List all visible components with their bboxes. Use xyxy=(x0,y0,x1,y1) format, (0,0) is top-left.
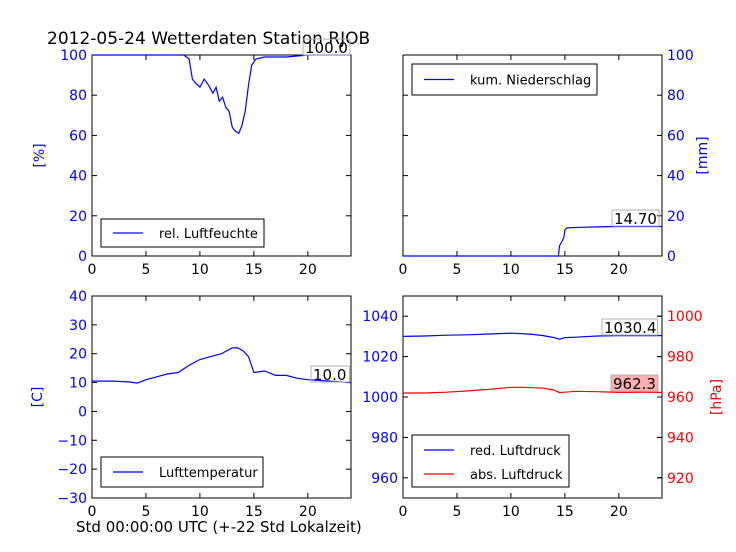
annotation-label: 10.0 xyxy=(313,366,346,384)
y-tick-label: −20 xyxy=(57,462,87,478)
y-tick-label: 30 xyxy=(69,318,87,334)
panel-top-left: 0 5 10 15 20 0 20 40 60 80 100 [%] 100.0 rel. Luftfeu… xyxy=(32,38,352,278)
y-tick-label: 100 xyxy=(60,48,87,64)
annotation-label: 962.3 xyxy=(613,375,656,393)
panel-bottom-left: 0 5 10 15 20 −30 −20 −10 0 10 20 30 40 [C] 10.0 Lufttem… xyxy=(30,289,352,520)
axes-frame xyxy=(91,54,352,257)
y-tick-label: 1020 xyxy=(362,350,398,366)
y-tick-label: −30 xyxy=(57,491,87,507)
figure-xlabel: Std 00:00:00 UTC (+-22 Std Lokalzeit) xyxy=(76,518,362,536)
y-tick-label: −10 xyxy=(57,433,87,449)
x-tick-label: 15 xyxy=(245,504,263,520)
legend-label: abs. Luftdruck xyxy=(470,468,563,483)
y-tick-label: 100 xyxy=(667,48,694,64)
x-tick-label: 20 xyxy=(299,262,317,278)
x-tick-label: 0 xyxy=(88,262,97,278)
legend-label: red. Luftdruck xyxy=(470,444,561,459)
legend-label: kum. Niederschlag xyxy=(470,74,591,89)
annotation-label: 100.0 xyxy=(305,39,348,57)
legend-label: rel. Luftfeuchte xyxy=(159,227,258,242)
y-tick-label: 1000 xyxy=(362,390,398,406)
series-line-0 xyxy=(92,347,352,384)
x-tick-label: 15 xyxy=(556,262,574,278)
y-tick-label: 60 xyxy=(69,128,87,144)
x-tick-label: 20 xyxy=(299,504,317,520)
y-tick-label: 40 xyxy=(69,169,87,185)
annotation-box xyxy=(611,209,660,227)
x-tick-label: 5 xyxy=(141,262,150,278)
figure-title: 2012-05-24 Wetterdaten Station RJOB xyxy=(47,29,370,49)
y-tick-label: 1040 xyxy=(362,309,398,325)
y2-tick-label: 920 xyxy=(667,471,694,487)
x-tick-label: 5 xyxy=(141,504,150,520)
x-tick-label: 20 xyxy=(610,504,628,520)
series-line-0 xyxy=(403,225,662,257)
x-tick-label: 20 xyxy=(610,262,628,278)
y2-tick-label: 1000 xyxy=(667,309,703,325)
y-tick-label: 20 xyxy=(69,347,87,363)
annotation-box xyxy=(310,365,350,383)
y2-tick-label: 940 xyxy=(667,430,694,446)
annotation-box xyxy=(610,374,659,392)
y-tick-label: 60 xyxy=(667,128,685,144)
y-tick-label: 980 xyxy=(371,430,398,446)
x-tick-label: 5 xyxy=(452,504,461,520)
panel-bottom-right: 0 5 10 15 20 960 980 1000 1020 1040 920 940 960 980 10… xyxy=(362,295,725,520)
x-tick-label: 0 xyxy=(88,504,97,520)
axes-frame xyxy=(91,295,352,499)
x-tick-label: 15 xyxy=(556,504,574,520)
series-line-0 xyxy=(92,54,351,135)
y-axis-label: [mm] xyxy=(695,136,711,174)
x-tick-label: 10 xyxy=(502,504,520,520)
annotation-box xyxy=(302,38,351,56)
x-tick-label: 0 xyxy=(399,504,408,520)
annotation-label: 1030.4 xyxy=(604,319,657,337)
series-line-0 xyxy=(402,332,662,340)
x-tick-label: 5 xyxy=(452,262,461,278)
y-tick-label: 80 xyxy=(69,88,87,104)
y2-tick-label: 960 xyxy=(667,390,694,406)
y-tick-label: 0 xyxy=(78,404,87,420)
y-tick-label: 960 xyxy=(371,471,398,487)
x-tick-label: 0 xyxy=(399,262,408,278)
panel-top-right: 0 5 10 15 20 0 20 40 60 80 100 [mm] 14.70 kum. Nieder… xyxy=(399,48,711,278)
x-tick-label: 10 xyxy=(502,262,520,278)
y-tick-label: 0 xyxy=(667,249,676,265)
y2-tick-label: 980 xyxy=(667,350,694,366)
legend-label: Lufttemperatur xyxy=(159,466,258,481)
legend-box xyxy=(411,434,570,488)
y-axis-label: [%] xyxy=(32,143,48,167)
y-tick-label: 20 xyxy=(69,209,87,225)
y-tick-label: 20 xyxy=(667,209,685,225)
series-line-1 xyxy=(403,386,663,394)
y2-axis-label: [hPa] xyxy=(709,379,725,415)
y-tick-label: 10 xyxy=(69,376,87,392)
y-tick-label: 80 xyxy=(667,88,685,104)
y-tick-label: 40 xyxy=(667,169,685,185)
y-axis-label: [C] xyxy=(30,387,46,408)
x-tick-label: 15 xyxy=(245,262,263,278)
y-tick-label: 40 xyxy=(69,289,87,305)
x-tick-label: 10 xyxy=(191,504,209,520)
y-tick-label: 0 xyxy=(78,249,87,265)
annotation-box xyxy=(601,318,659,336)
x-tick-label: 10 xyxy=(191,262,209,278)
annotation-label: 14.70 xyxy=(614,210,657,228)
